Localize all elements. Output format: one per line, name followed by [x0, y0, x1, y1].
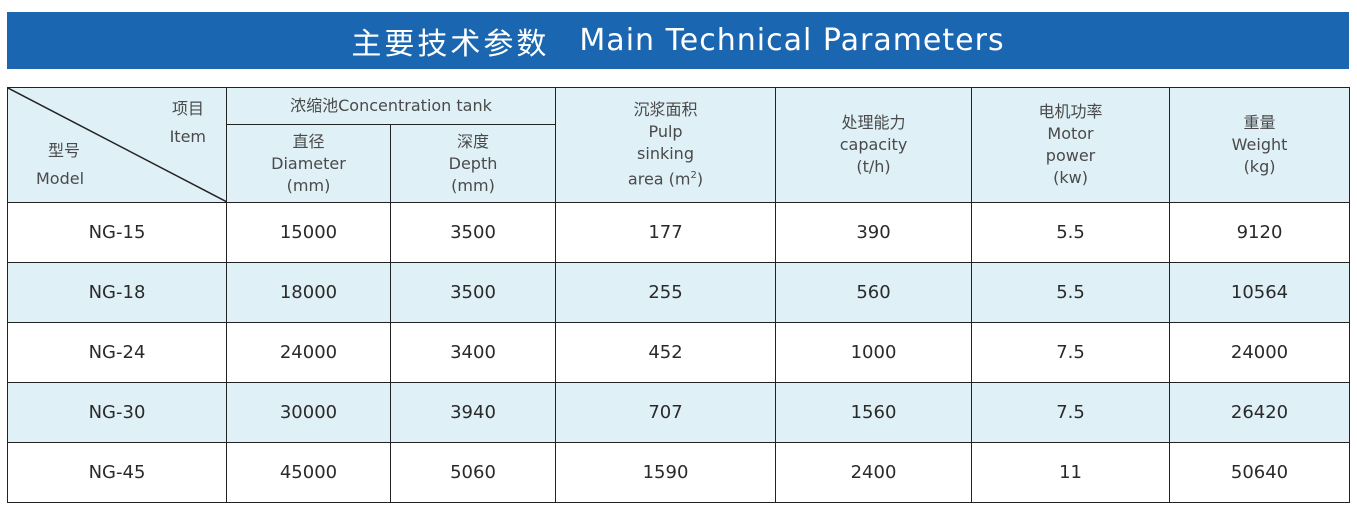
cell-capacity: 1000: [775, 322, 973, 383]
cell-depth: 3400: [389, 322, 557, 383]
header-corner-cell: 项目 Item 型号 Model: [7, 87, 227, 203]
cell-capacity: 1560: [775, 382, 973, 443]
cell-diameter: 24000: [226, 322, 391, 383]
cell-power: 5.5: [971, 262, 1171, 323]
cell-power: 5.5: [971, 202, 1171, 263]
header-concentration-tank: 浓缩池Concentration tank: [225, 86, 557, 126]
cell-model: NG-30: [7, 382, 227, 443]
header-item-en: Item: [169, 127, 206, 146]
header-diameter: 直径 Diameter (mm): [226, 124, 391, 203]
cell-model: NG-45: [7, 442, 227, 503]
cell-power: 7.5: [971, 382, 1171, 443]
cell-area: 707: [555, 382, 777, 443]
cell-depth: 3500: [389, 262, 557, 323]
cell-capacity: 560: [775, 262, 973, 323]
cell-model: NG-15: [7, 202, 227, 263]
technical-parameters-table: 项目 Item 型号 Model 浓缩池Concentration tank 沉…: [7, 86, 1351, 503]
header-depth: 深度 Depth (mm): [389, 124, 557, 203]
cell-capacity: 2400: [775, 442, 973, 503]
cell-diameter: 18000: [226, 262, 391, 323]
cell-power: 11: [971, 442, 1171, 503]
diagonal-divider: [8, 88, 227, 202]
cell-diameter: 45000: [226, 442, 391, 503]
cell-depth: 5060: [389, 442, 557, 503]
table-row: NG-30 30000 3940 707 1560 7.5 26420: [7, 382, 1351, 443]
title-zh: 主要技术参数: [351, 26, 550, 62]
cell-capacity: 390: [775, 202, 973, 263]
header-weight: 重量 Weight (kg): [1169, 87, 1351, 203]
cell-weight: 10564: [1169, 262, 1351, 323]
cell-area: 177: [555, 202, 777, 263]
header-model-zh: 型号: [48, 141, 81, 160]
table-row: NG-18 18000 3500 255 560 5.5 10564: [7, 262, 1351, 323]
cell-diameter: 15000: [226, 202, 391, 263]
cell-model: NG-24: [7, 322, 227, 383]
cell-depth: 3500: [389, 202, 557, 263]
cell-weight: 50640: [1169, 442, 1351, 503]
table-row: NG-24 24000 3400 452 1000 7.5 24000: [7, 322, 1351, 383]
cell-area: 1590: [555, 442, 777, 503]
title-en: Main Technical Parameters: [579, 23, 1005, 58]
table-body: NG-15 15000 3500 177 390 5.5 9120 NG-18 …: [7, 202, 1351, 503]
cell-weight: 24000: [1169, 322, 1351, 383]
header-item-zh: 项目: [171, 99, 204, 118]
cell-area: 452: [555, 322, 777, 383]
header-capacity: 处理能力 capacity (t/h): [775, 87, 973, 203]
header-motor-power: 电机功率 Motor power (kw): [971, 87, 1171, 203]
cell-area: 255: [555, 262, 777, 323]
header-model-en: Model: [36, 169, 85, 188]
table-row: NG-15 15000 3500 177 390 5.5 9120: [7, 202, 1351, 263]
table-header: 项目 Item 型号 Model 浓缩池Concentration tank 沉…: [7, 86, 1351, 203]
cell-model: NG-18: [7, 262, 227, 323]
title-banner: 主要技术参数 Main Technical Parameters: [7, 12, 1349, 69]
cell-power: 7.5: [971, 322, 1171, 383]
table-row: NG-45 45000 5060 1590 2400 11 50640: [7, 442, 1351, 503]
cell-weight: 26420: [1169, 382, 1351, 443]
cell-depth: 3940: [389, 382, 557, 443]
header-pulp-sinking-area: 沉浆面积 Pulp sinking area (m2): [555, 87, 777, 203]
cell-weight: 9120: [1169, 202, 1351, 263]
cell-diameter: 30000: [226, 382, 391, 443]
